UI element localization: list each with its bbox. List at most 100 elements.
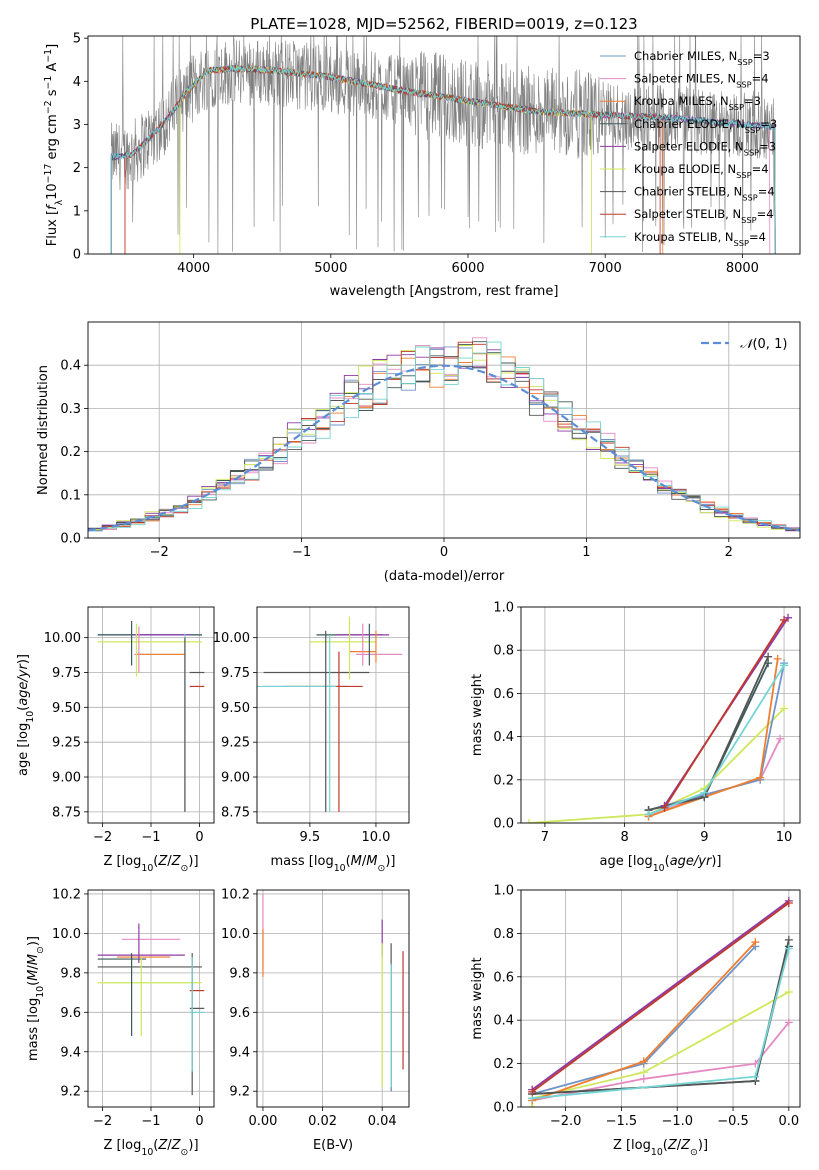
x-tick-label: 2	[725, 545, 733, 560]
y-tick-label: 9.4	[60, 1045, 81, 1060]
x-axis-label: (data-model)/error	[384, 569, 505, 584]
y-tick-label: 9.8	[60, 966, 81, 981]
legend-label: Kroupa STELIB, NSSP=4	[634, 230, 766, 248]
spectrum-data-line	[111, 36, 776, 254]
sfh-marker	[644, 810, 653, 819]
x-tick-label: 0	[195, 830, 203, 845]
residual-histogram	[88, 341, 800, 533]
sfh-line	[531, 991, 790, 1107]
sfh-marker	[773, 654, 782, 663]
sfh-marker	[660, 803, 669, 812]
y-tick-label: 9.2	[60, 1085, 81, 1100]
x-tick-label: 10	[776, 830, 793, 845]
sfh-marker	[780, 615, 789, 624]
y-tick-label: 10.0	[221, 927, 250, 942]
axes-mass_vs_Z: −2 −1 0 9.2 9.4 9.6 9.8 10.0 10.2 Z [log10(Z/Z⊙)]…	[26, 887, 215, 1158]
plot-area	[524, 613, 793, 823]
legend-label: Salpeter ELODIE, NSSP=3	[634, 139, 776, 157]
y-tick-label: 1	[73, 204, 81, 219]
axes-mass_vs_EBV: 0.00 0.02 0.04 9.2 9.4 9.6 9.8 10.0 10.2 E(B-V)	[221, 887, 410, 1153]
axes-frame	[87, 35, 801, 255]
y-tick-label: 0.4	[493, 1014, 514, 1029]
axes-massweight_vs_age: 7 8 9 10 0.0 0.2 0.4 0.6 0.8 1.0 age [log10(age/yr…	[470, 601, 801, 874]
sfh-marker	[639, 1074, 648, 1083]
y-tick-label: 0.1	[60, 488, 81, 503]
axes-age_vs_mass: 9.5 10.0 8.75 9.00 9.25 9.50 9.75 10.00 mass [lo…	[213, 606, 410, 874]
x-tick-label: 7000	[589, 261, 622, 276]
axes-frame	[520, 889, 801, 1108]
axes-spectrum: 4000 5000 6000 7000 8000 0 1 2 3 4 5 Chabrier MILES…	[43, 32, 801, 299]
y-tick-label: 10.0	[52, 927, 81, 942]
x-axis-label: Z [log10(Z/Z⊙)]	[613, 1138, 708, 1158]
x-tick-label: 0.04	[368, 1114, 397, 1129]
legend-label: Chabrier ELODIE, NSSP=3	[634, 117, 777, 135]
y-tick-label: 0	[73, 248, 81, 263]
figure-title: PLATE=1028, MJD=52562, FIBERID=0019, z=0…	[250, 15, 637, 33]
y-tick-label: 9.50	[52, 701, 81, 716]
x-axis-label: wavelength [Angstrom, rest frame]	[330, 284, 559, 299]
y-tick-label: 3	[73, 118, 81, 133]
y-tick-label: 0.3	[60, 402, 81, 417]
y-tick-label: 10.2	[52, 887, 81, 902]
y-tick-label: 9.6	[60, 1006, 81, 1021]
y-tick-label: 9.75	[52, 666, 81, 681]
x-tick-label: 0	[195, 1114, 203, 1129]
sfh-marker	[784, 899, 793, 908]
x-tick-label: 4000	[177, 261, 210, 276]
x-tick-label: −1	[141, 1114, 160, 1129]
axes-frame	[520, 606, 801, 824]
y-tick-label: 0.2	[493, 1057, 514, 1072]
y-tick-label: 0.2	[493, 773, 514, 788]
y-axis-label: mass weight	[470, 674, 485, 756]
y-tick-label: 9.00	[221, 771, 250, 786]
sfh-marker	[751, 938, 760, 947]
y-tick-label: 0.6	[493, 687, 514, 702]
axes-frame	[256, 606, 410, 824]
x-tick-label: 6000	[451, 261, 484, 276]
legend-label: Kroupa MILES, NSSP=3	[634, 94, 761, 112]
x-axis-label: mass [log10(M/M⊙)]	[271, 854, 396, 874]
normal-curve	[88, 364, 800, 532]
y-tick-label: 0.6	[493, 970, 514, 985]
sfh-line	[532, 1021, 790, 1102]
axes-massweight_vs_Z: −2.0 −1.5 −1.0 −0.5 0.0 0.0 0.2 0.4 0.6 0.8 1.0 Z […	[470, 884, 801, 1158]
plot-area	[97, 620, 205, 812]
sfh-marker	[639, 1057, 648, 1066]
y-tick-label: 9.00	[52, 771, 81, 786]
y-axis-label: Normed distribution	[36, 365, 51, 495]
y-tick-label: 10.2	[221, 887, 250, 902]
sfh-marker	[700, 788, 709, 797]
y-tick-label: 0.2	[60, 445, 81, 460]
sfh-marker	[780, 661, 789, 670]
y-tick-label: 1.0	[493, 884, 514, 899]
x-tick-label: 8	[620, 830, 628, 845]
y-tick-label: 9.4	[229, 1045, 250, 1060]
sfh-marker	[784, 944, 793, 953]
y-tick-label: 9.25	[52, 736, 81, 751]
y-tick-label: 8.75	[52, 805, 81, 820]
y-tick-label: 9.75	[221, 666, 250, 681]
y-tick-label: 10.00	[44, 631, 81, 646]
y-tick-label: 0.0	[493, 817, 514, 832]
x-axis-label: E(B-V)	[313, 1138, 353, 1153]
y-tick-label: 0.0	[493, 1101, 514, 1116]
sfh-line	[663, 619, 785, 809]
x-tick-label: −0.5	[717, 1114, 749, 1129]
sfh-line	[531, 902, 790, 1093]
x-tick-label: 0	[440, 545, 448, 560]
legend-label: 𝒩(0, 1)	[740, 337, 787, 352]
x-tick-label: −1.5	[606, 1114, 638, 1129]
y-tick-label: 4	[73, 75, 81, 90]
sfh-marker	[756, 773, 765, 782]
x-tick-label: −1	[292, 545, 311, 560]
sfh-marker	[784, 987, 793, 996]
legend-label: Salpeter STELIB, NSSP=4	[634, 207, 774, 225]
x-tick-label: 7	[541, 830, 549, 845]
plot-area	[97, 923, 205, 1096]
plot-area	[262, 893, 404, 1092]
y-tick-label: 5	[73, 32, 81, 47]
x-axis-label: Z [log10(Z/Z⊙)]	[103, 1138, 198, 1158]
y-tick-label: 0.0	[60, 532, 81, 547]
plot-area	[110, 36, 776, 254]
